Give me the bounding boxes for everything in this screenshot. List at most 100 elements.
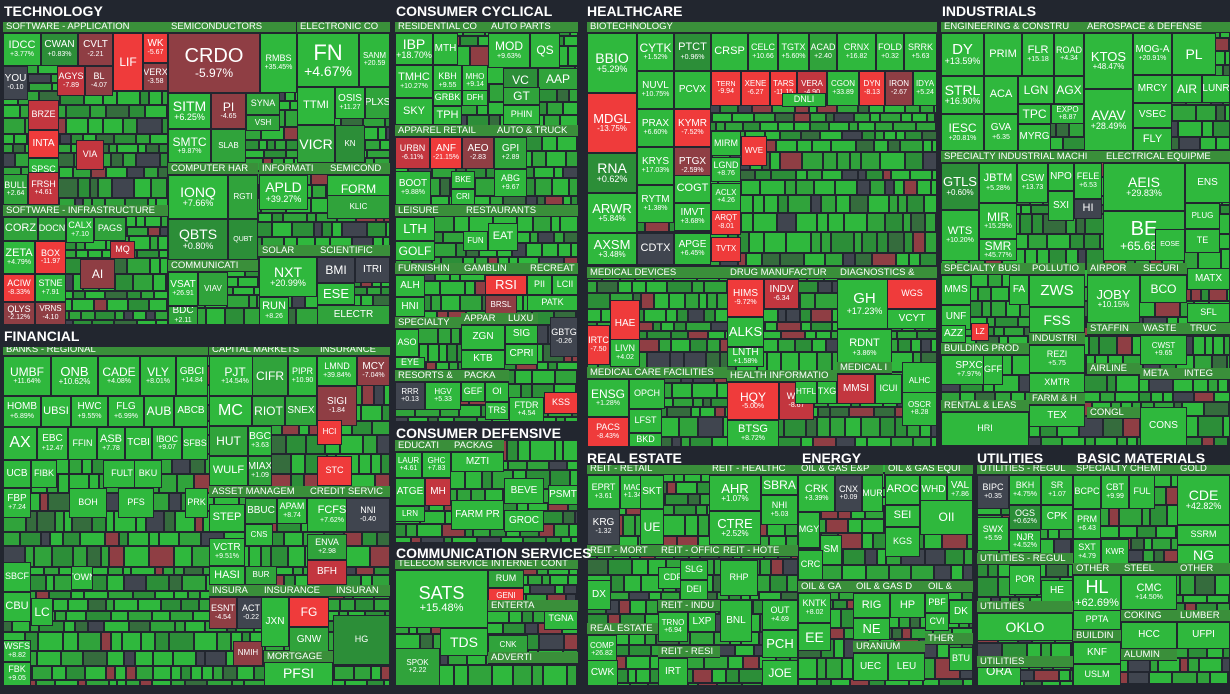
small-stock-tile[interactable] xyxy=(800,293,815,309)
small-stock-tile[interactable] xyxy=(124,311,133,320)
small-stock-tile[interactable] xyxy=(126,666,136,680)
small-stock-tile[interactable] xyxy=(644,309,666,322)
small-stock-tile[interactable] xyxy=(32,666,52,680)
small-stock-tile[interactable] xyxy=(81,311,95,320)
stock-tile[interactable]: GHC +7.83 xyxy=(422,452,451,478)
industry-group[interactable]: SCIENTIFIC xyxy=(317,245,390,257)
small-stock-tile[interactable] xyxy=(778,309,786,322)
small-stock-tile[interactable] xyxy=(1220,205,1230,214)
small-stock-tile[interactable] xyxy=(103,118,123,134)
small-stock-tile[interactable] xyxy=(905,152,923,170)
stock-tile[interactable]: JXN xyxy=(261,597,289,647)
small-stock-tile[interactable] xyxy=(820,131,842,140)
small-stock-tile[interactable] xyxy=(92,320,114,325)
stock-tile[interactable]: HTFL xyxy=(795,380,817,404)
stock-tile[interactable]: ENVA +2.98 xyxy=(307,534,347,560)
industry-group[interactable]: PACKA xyxy=(461,370,509,382)
small-stock-tile[interactable] xyxy=(835,180,857,195)
industry-group[interactable]: OIL & xyxy=(925,581,973,593)
small-stock-tile[interactable] xyxy=(454,665,468,686)
stock-tile[interactable]: FLG +6.99% xyxy=(108,396,144,427)
small-stock-tile[interactable] xyxy=(674,322,686,331)
industry-group[interactable]: PACKAG xyxy=(451,440,504,452)
small-stock-tile[interactable] xyxy=(237,666,254,680)
industry-group[interactable]: INSURAN xyxy=(333,585,390,597)
stock-tile[interactable]: SXT +4.79 xyxy=(1073,539,1101,565)
stock-tile[interactable]: DEI xyxy=(680,580,708,600)
stock-tile[interactable]: HP xyxy=(890,593,925,618)
stock-tile[interactable]: MC xyxy=(209,396,252,426)
small-stock-tile[interactable] xyxy=(1042,681,1060,686)
stock-tile[interactable]: ELECTR xyxy=(317,305,390,325)
stock-tile[interactable]: MYRG xyxy=(1018,124,1051,151)
stock-tile[interactable]: BRSL xyxy=(485,295,517,315)
small-stock-tile[interactable] xyxy=(563,196,571,205)
small-stock-tile[interactable] xyxy=(108,567,123,575)
small-stock-tile[interactable] xyxy=(848,519,862,533)
stock-tile[interactable]: QUBT xyxy=(228,219,258,260)
small-stock-tile[interactable] xyxy=(1202,437,1214,446)
stock-tile[interactable]: KYMR -7.52% xyxy=(674,109,711,147)
small-stock-tile[interactable] xyxy=(912,113,927,122)
stock-tile[interactable]: PLUG xyxy=(1185,203,1220,229)
small-stock-tile[interactable] xyxy=(133,274,153,291)
stock-tile[interactable]: ACAD +2.40 xyxy=(809,33,837,71)
small-stock-tile[interactable] xyxy=(1215,575,1230,595)
small-stock-tile[interactable] xyxy=(799,352,817,372)
small-stock-tile[interactable] xyxy=(845,417,861,437)
stock-tile[interactable]: AUB xyxy=(144,396,174,427)
small-stock-tile[interactable] xyxy=(765,322,777,331)
stock-tile[interactable]: EBC +12.47 xyxy=(37,427,68,460)
small-stock-tile[interactable] xyxy=(597,281,618,293)
small-stock-tile[interactable] xyxy=(673,398,693,407)
small-stock-tile[interactable] xyxy=(638,322,653,331)
small-stock-tile[interactable] xyxy=(525,623,538,634)
small-stock-tile[interactable] xyxy=(66,611,86,621)
stock-tile[interactable]: LGND +8.76 xyxy=(711,157,741,182)
small-stock-tile[interactable] xyxy=(858,122,875,131)
stock-tile[interactable]: COGT xyxy=(674,175,711,203)
stock-tile[interactable]: MQ xyxy=(110,241,135,259)
small-stock-tile[interactable] xyxy=(117,680,126,686)
small-stock-tile[interactable] xyxy=(798,679,817,686)
industry-group[interactable]: APPAR xyxy=(461,313,505,325)
small-stock-tile[interactable] xyxy=(148,227,160,236)
small-stock-tile[interactable] xyxy=(71,591,84,599)
stock-tile[interactable]: PATK xyxy=(527,295,578,311)
stock-tile[interactable]: CBU xyxy=(3,592,31,622)
small-stock-tile[interactable] xyxy=(858,170,866,180)
stock-tile[interactable]: SMR +45.77% xyxy=(979,239,1017,261)
stock-tile[interactable]: HUT xyxy=(209,426,248,456)
small-stock-tile[interactable] xyxy=(276,567,293,575)
small-stock-tile[interactable] xyxy=(923,679,939,686)
stock-tile[interactable]: NE xyxy=(853,618,890,640)
small-stock-tile[interactable] xyxy=(931,180,937,195)
small-stock-tile[interactable] xyxy=(1117,336,1132,355)
small-stock-tile[interactable] xyxy=(608,559,632,575)
stock-tile[interactable]: PI -4.65 xyxy=(211,93,246,129)
small-stock-tile[interactable] xyxy=(1213,336,1224,355)
small-stock-tile[interactable] xyxy=(441,295,460,311)
small-stock-tile[interactable] xyxy=(96,134,114,144)
stock-tile[interactable]: PRK xyxy=(185,488,208,518)
stock-tile[interactable]: GBCI +14.84 xyxy=(176,356,208,396)
industry-group[interactable]: MEDICAL I xyxy=(837,362,892,374)
stock-tile[interactable]: KSS xyxy=(544,392,578,414)
stock-tile[interactable]: EOSE xyxy=(1155,229,1185,261)
small-stock-tile[interactable] xyxy=(146,311,155,320)
small-stock-tile[interactable] xyxy=(153,274,166,291)
small-stock-tile[interactable] xyxy=(833,600,847,609)
small-stock-tile[interactable] xyxy=(554,232,564,243)
stock-tile[interactable]: ESNT -4.54 xyxy=(209,597,237,629)
stock-tile[interactable]: SNEX xyxy=(285,396,317,426)
small-stock-tile[interactable] xyxy=(68,599,88,611)
small-stock-tile[interactable] xyxy=(1116,375,1139,392)
stock-tile[interactable]: AEO -2.83 xyxy=(462,137,494,169)
small-stock-tile[interactable] xyxy=(777,213,796,232)
stock-tile[interactable]: BBUC xyxy=(245,498,277,524)
stock-tile[interactable]: AVAV +28.49% xyxy=(1084,89,1133,151)
stock-tile[interactable]: LUNR xyxy=(1202,75,1230,103)
stock-tile[interactable]: HOMB +6.89% xyxy=(3,396,41,427)
industry-group[interactable]: INTEG xyxy=(1181,368,1230,380)
stock-tile[interactable]: VSAT +26.91 xyxy=(168,272,198,306)
